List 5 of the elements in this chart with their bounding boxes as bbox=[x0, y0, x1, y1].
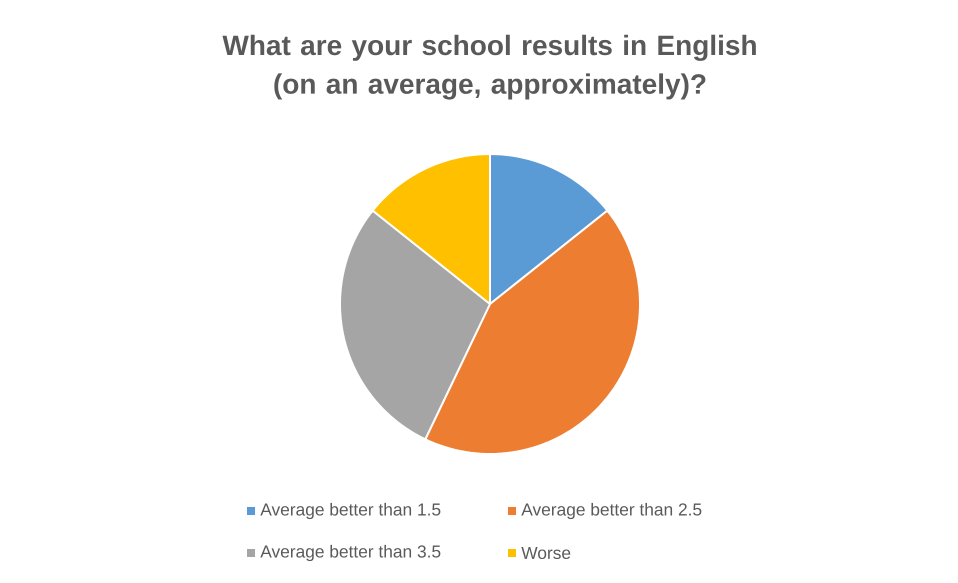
legend-label: Average better than 2.5 bbox=[521, 502, 702, 520]
legend-label: Worse bbox=[521, 546, 570, 560]
chart-title: What are your school results in English (on an average, approximately)? bbox=[222, 34, 756, 100]
legend-label: Average better than 3.5 bbox=[260, 544, 440, 562]
legend-label: Average better than 1.5 bbox=[260, 502, 440, 520]
